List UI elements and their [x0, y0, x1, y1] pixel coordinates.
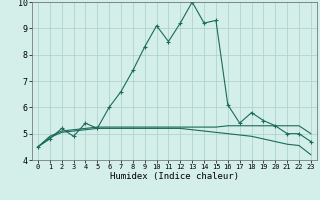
- X-axis label: Humidex (Indice chaleur): Humidex (Indice chaleur): [110, 172, 239, 181]
